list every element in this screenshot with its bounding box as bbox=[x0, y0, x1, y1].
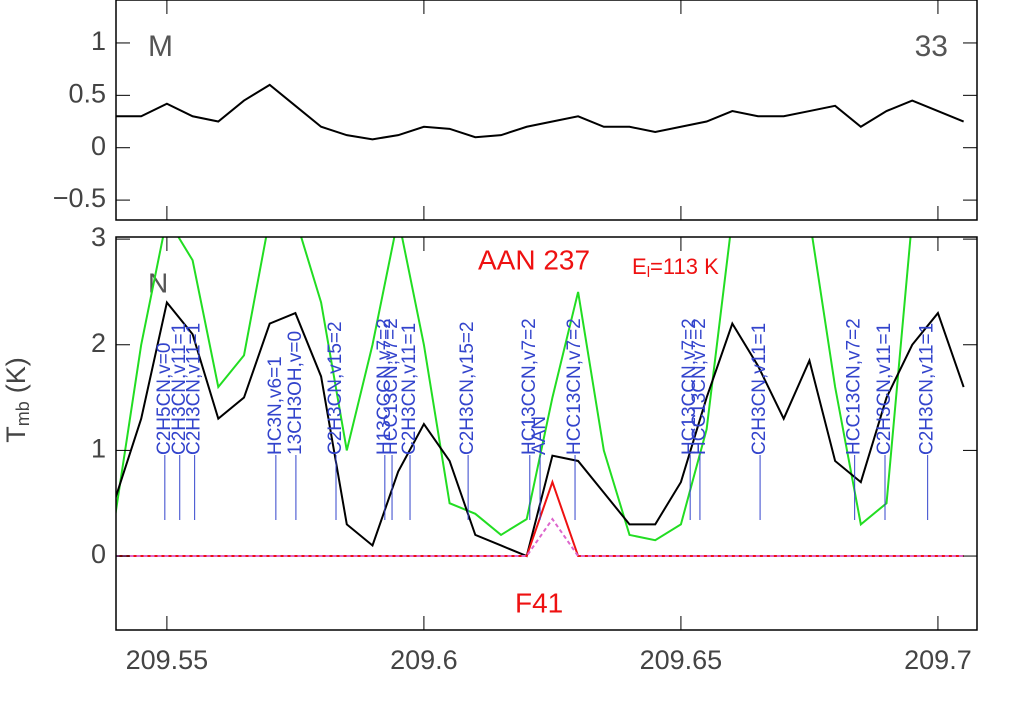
spectrum bbox=[116, 237, 912, 542]
line-label: HC13CCN,v7=2 bbox=[679, 318, 700, 455]
x-tick-label: 209.65 bbox=[640, 645, 723, 675]
x-tick-label: 209.7 bbox=[904, 645, 972, 675]
panel-number: 33 bbox=[915, 30, 948, 63]
line-label: AAN bbox=[529, 416, 550, 455]
y-tick-label: 1 bbox=[91, 434, 106, 464]
line-label: C2H3CN,v15=2 bbox=[325, 321, 346, 455]
y-axis-label: Tmb (K) bbox=[1, 357, 33, 443]
y-tick-label: 0 bbox=[91, 131, 106, 161]
energy-value: =113 K bbox=[650, 254, 719, 279]
line-label: C2H3CN,v11=1 bbox=[917, 323, 938, 455]
y-tick-label: 3 bbox=[91, 222, 106, 252]
y-tick-label: 1 bbox=[91, 26, 106, 56]
line-label: C2H5CN,v=0 bbox=[154, 343, 175, 455]
line-label: C2H3CN,v15=2 bbox=[457, 321, 478, 455]
plot-area bbox=[116, 237, 965, 558]
line-label: C2H3CN,v11=1 bbox=[184, 323, 205, 455]
line-label: HCC13CN,v7=2 bbox=[381, 318, 402, 455]
frame bbox=[115, 0, 978, 221]
line-label: 13CH3OH,v=0 bbox=[285, 331, 306, 455]
line-label: HC13CCN,v7=2 bbox=[519, 318, 540, 455]
plot-area bbox=[116, 83, 965, 141]
x-tick-label: 209.55 bbox=[126, 645, 209, 675]
line-label: HCC13CN,v7=2 bbox=[564, 318, 585, 455]
frame bbox=[115, 236, 978, 631]
line-label: H13CCCN,v7=2 bbox=[374, 318, 395, 455]
y-tick-label: 0.5 bbox=[68, 78, 106, 108]
y-tick-label: 0 bbox=[91, 539, 106, 569]
spectrum bbox=[116, 300, 965, 558]
spectrum bbox=[116, 517, 964, 558]
y-label-main: T bbox=[1, 426, 31, 443]
y-tick-label: −0.5 bbox=[53, 183, 106, 213]
y-tick-label: 2 bbox=[91, 328, 106, 358]
line-label: C2H3CN,v11=1 bbox=[169, 323, 190, 455]
spectrum bbox=[116, 83, 965, 141]
energy-sub: l bbox=[647, 264, 650, 281]
energy-main: E bbox=[632, 254, 647, 279]
footer-label: F41 bbox=[515, 587, 563, 618]
annotation: AAN 237 bbox=[478, 244, 590, 275]
line-label: HCC13CN,v7=2 bbox=[689, 318, 710, 455]
x-tick-label: 209.6 bbox=[390, 645, 458, 675]
y-label-sub: mb bbox=[13, 401, 33, 426]
line-label: HC3N,v6=1 bbox=[265, 356, 286, 455]
y-label-unit: (K) bbox=[1, 357, 31, 393]
line-label: C2H3CN,v11=1 bbox=[874, 323, 895, 455]
energy: El=113 K bbox=[632, 254, 719, 281]
line-label: C2H3CN,v11=1 bbox=[399, 323, 420, 455]
line-label: HCC13CN,v7=2 bbox=[844, 318, 865, 455]
line-label: C2H3CN,v11=1 bbox=[749, 323, 770, 455]
panel-label: M bbox=[148, 30, 173, 63]
spectrum bbox=[116, 479, 964, 558]
